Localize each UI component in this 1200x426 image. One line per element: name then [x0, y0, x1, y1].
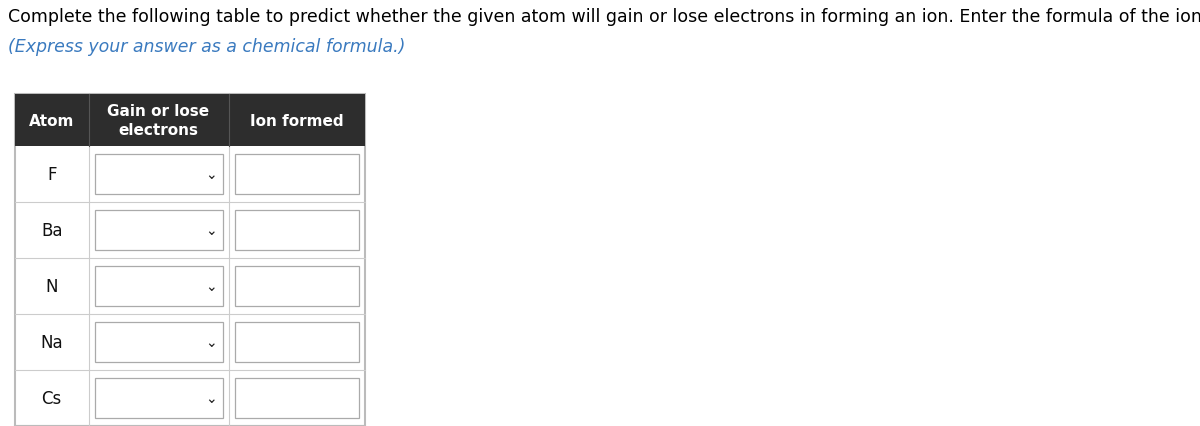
- Bar: [95, 322, 222, 362]
- Text: ⌄: ⌄: [205, 335, 216, 349]
- Bar: [95, 155, 222, 195]
- Bar: [234, 378, 359, 418]
- Text: N: N: [46, 277, 58, 295]
- Bar: [95, 210, 222, 250]
- Text: ⌄: ⌄: [205, 167, 216, 181]
- Bar: [14, 95, 365, 426]
- Text: Na: Na: [41, 333, 64, 351]
- Text: ⌄: ⌄: [205, 279, 216, 294]
- Text: Cs: Cs: [42, 389, 62, 407]
- Bar: [234, 210, 359, 250]
- Text: Ba: Ba: [41, 222, 62, 239]
- Bar: [95, 378, 222, 418]
- Bar: [95, 266, 222, 306]
- Text: ⌄: ⌄: [205, 391, 216, 405]
- Text: ⌄: ⌄: [205, 224, 216, 237]
- Text: (Express your answer as a chemical formula.): (Express your answer as a chemical formu…: [8, 38, 406, 56]
- Text: F: F: [47, 166, 56, 184]
- Text: Atom: Atom: [29, 113, 74, 128]
- Bar: [234, 322, 359, 362]
- Text: Gain or lose
electrons: Gain or lose electrons: [108, 104, 210, 138]
- Bar: [234, 155, 359, 195]
- Text: Complete the following table to predict whether the given atom will gain or lose: Complete the following table to predict …: [8, 8, 1200, 26]
- Text: Ion formed: Ion formed: [250, 113, 343, 128]
- Bar: [14, 95, 365, 147]
- Bar: [234, 266, 359, 306]
